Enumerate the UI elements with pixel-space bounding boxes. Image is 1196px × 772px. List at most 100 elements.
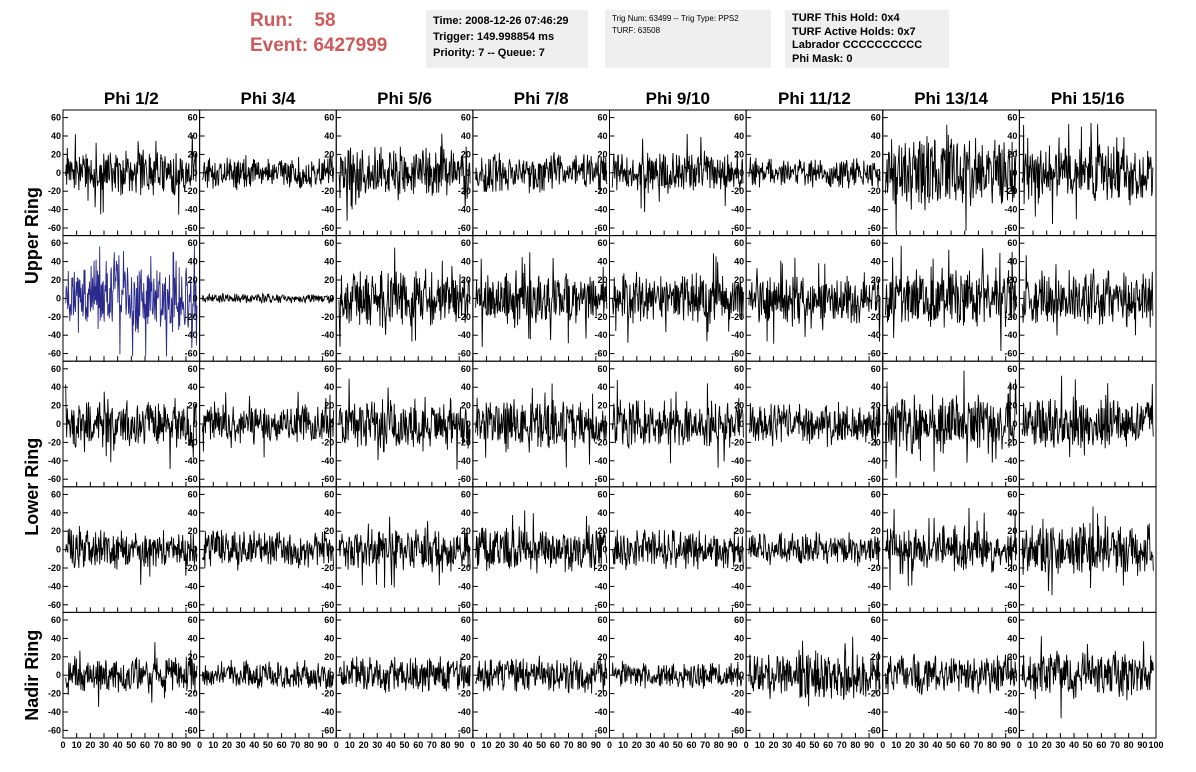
waveform-trace [475, 510, 608, 574]
y-tick-label: 40 [51, 131, 61, 141]
y-tick-label: 20 [324, 275, 334, 285]
y-tick-label: 40 [188, 257, 198, 267]
y-tick-label: -40 [594, 581, 607, 591]
y-tick-label: 40 [51, 382, 61, 392]
y-tick-label: 0 [466, 168, 471, 178]
x-tick-label: 70 [973, 740, 983, 750]
x-tick-label: 0 [607, 740, 612, 750]
x-tick-label: 60 [823, 740, 833, 750]
x-tick-label: 80 [577, 740, 587, 750]
y-tick-label: 20 [188, 275, 198, 285]
y-tick-label: 60 [188, 238, 198, 248]
y-tick-label: -40 [731, 456, 744, 466]
waveform-trace [1021, 636, 1154, 719]
y-tick-label: 40 [188, 382, 198, 392]
run-label: Run: [250, 10, 294, 31]
ring-label: Lower Ring [22, 438, 42, 536]
y-tick-label: -60 [868, 223, 881, 233]
waveform-trace [201, 154, 334, 191]
y-tick-label: -20 [458, 689, 471, 699]
y-tick-label: -60 [321, 474, 334, 484]
x-tick-label: 70 [837, 740, 847, 750]
y-tick-label: 20 [597, 149, 607, 159]
waveform-trace [338, 656, 471, 693]
y-tick-label: 40 [188, 131, 198, 141]
y-tick-label: 40 [597, 257, 607, 267]
x-tick-label: 50 [1083, 740, 1093, 750]
y-tick-label: -60 [594, 223, 607, 233]
x-tick-label: 80 [714, 740, 724, 750]
waveform-trace [475, 655, 608, 694]
y-tick-label: -40 [1004, 707, 1017, 717]
y-tick-label: 0 [876, 293, 881, 303]
y-tick-label: 60 [597, 238, 607, 248]
y-tick-label: -40 [458, 581, 471, 591]
waveform-trace [885, 507, 1018, 591]
x-tick-label: 0 [1017, 740, 1022, 750]
run-line: Run: 58 [250, 8, 420, 33]
y-tick-label: 40 [324, 508, 334, 518]
y-tick-label: 20 [871, 652, 881, 662]
y-tick-label: -40 [731, 581, 744, 591]
y-tick-label: -60 [594, 725, 607, 735]
y-tick-label: -60 [594, 474, 607, 484]
y-tick-label: -60 [48, 349, 61, 359]
x-tick-label: 50 [263, 740, 273, 750]
x-tick-label: 80 [1124, 740, 1134, 750]
y-tick-label: 40 [597, 131, 607, 141]
y-tick-label: 40 [461, 508, 471, 518]
y-tick-label: -40 [458, 330, 471, 340]
y-tick-label: 60 [1007, 364, 1017, 374]
y-tick-label: -20 [1004, 312, 1017, 322]
y-tick-label: -20 [731, 437, 744, 447]
x-tick-label: 30 [509, 740, 519, 750]
y-tick-label: -40 [185, 456, 198, 466]
y-tick-label: -20 [321, 689, 334, 699]
y-tick-label: -40 [594, 456, 607, 466]
x-tick-label: 0 [470, 740, 475, 750]
y-tick-label: 0 [876, 168, 881, 178]
x-tick-label: 90 [727, 740, 737, 750]
x-tick-label: 10 [345, 740, 355, 750]
y-tick-label: -60 [731, 600, 744, 610]
y-tick-label: -40 [48, 707, 61, 717]
y-tick-label: -40 [1004, 205, 1017, 215]
y-tick-label: -40 [185, 205, 198, 215]
y-tick-label: 60 [734, 489, 744, 499]
y-tick-label: -20 [48, 437, 61, 447]
y-tick-label: 0 [56, 168, 61, 178]
y-tick-label: -20 [731, 563, 744, 573]
x-tick-label: 60 [140, 740, 150, 750]
y-tick-label: -40 [458, 707, 471, 717]
y-tick-label: -20 [48, 186, 61, 196]
x-tick-label: 60 [1096, 740, 1106, 750]
x-tick-label: 0 [197, 740, 202, 750]
y-tick-label: 0 [466, 670, 471, 680]
y-tick-label: 20 [324, 652, 334, 662]
y-tick-label: 20 [871, 526, 881, 536]
labrador-line: Labrador CCCCCCCCCC [792, 39, 923, 51]
x-tick-label: 50 [536, 740, 546, 750]
y-tick-label: 20 [461, 275, 471, 285]
x-tick-label: 30 [919, 740, 929, 750]
y-tick-label: 20 [1007, 652, 1017, 662]
waveform-trace [338, 378, 471, 470]
y-tick-label: 0 [602, 419, 607, 429]
waveform-trace [611, 529, 744, 571]
y-tick-label: -20 [1004, 437, 1017, 447]
y-tick-label: 60 [324, 615, 334, 625]
y-tick-label: -60 [868, 600, 881, 610]
y-tick-label: 40 [51, 257, 61, 267]
y-tick-label: 60 [188, 364, 198, 374]
y-tick-label: -40 [1004, 330, 1017, 340]
y-tick-label: 60 [51, 489, 61, 499]
y-tick-label: -40 [594, 205, 607, 215]
y-tick-label: 0 [193, 545, 198, 555]
x-tick-label: 30 [645, 740, 655, 750]
y-tick-label: -20 [321, 437, 334, 447]
y-tick-label: 0 [329, 293, 334, 303]
y-tick-label: 20 [597, 401, 607, 411]
y-tick-label: -60 [48, 600, 61, 610]
y-tick-label: 0 [739, 168, 744, 178]
y-tick-label: 60 [597, 364, 607, 374]
